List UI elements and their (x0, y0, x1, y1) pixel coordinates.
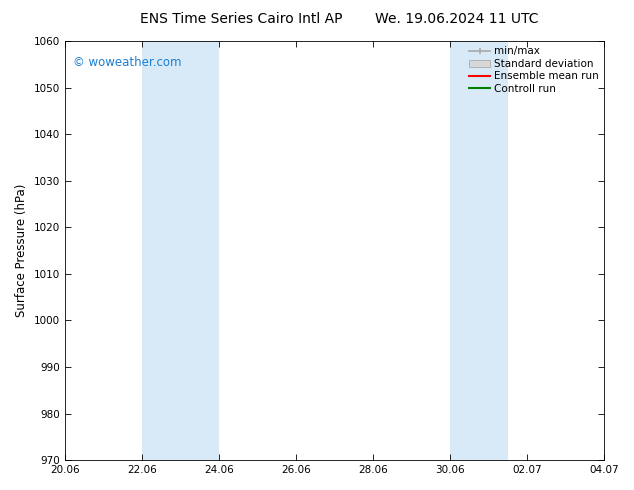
Y-axis label: Surface Pressure (hPa): Surface Pressure (hPa) (15, 184, 28, 318)
Text: ENS Time Series Cairo Intl AP: ENS Time Series Cairo Intl AP (139, 12, 342, 26)
Legend: min/max, Standard deviation, Ensemble mean run, Controll run: min/max, Standard deviation, Ensemble me… (466, 43, 602, 97)
Bar (142, 41, 219, 460)
Text: We. 19.06.2024 11 UTC: We. 19.06.2024 11 UTC (375, 12, 538, 26)
Text: © woweather.com: © woweather.com (73, 56, 181, 69)
Bar (450, 41, 508, 460)
